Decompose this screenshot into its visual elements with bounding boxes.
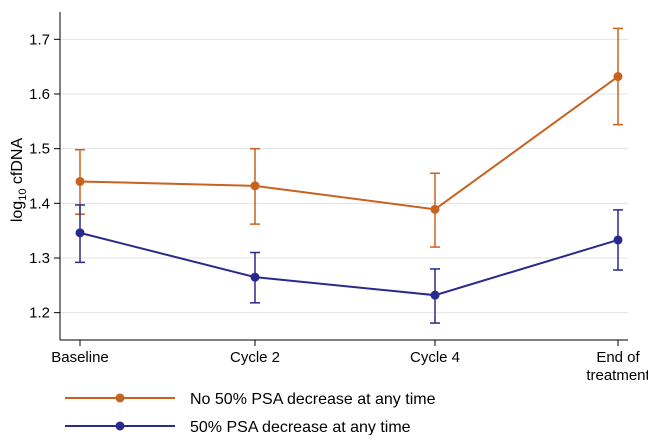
legend-item-2: 50% PSA decrease at any time (65, 419, 411, 435)
series-line (79, 75, 619, 211)
legend-marker (115, 421, 125, 431)
y-tick-label: 1.7 (29, 31, 50, 48)
y-tick-label: 1.6 (29, 86, 50, 103)
x-ticks: Baseline Cycle 2 Cycle 4 End of treatment (51, 340, 648, 384)
y-tick-label: 1.5 (29, 141, 50, 158)
x-tick-label-line: treatment (586, 367, 648, 384)
y-tick-label: 1.3 (29, 250, 50, 267)
y-tick-label: 1.4 (29, 195, 50, 212)
x-tick-label-line: Cycle 2 (230, 349, 280, 366)
data-point (430, 204, 440, 214)
series-1 (75, 27, 623, 248)
legend-item-1: No 50% PSA decrease at any time (65, 391, 436, 408)
axes (59, 12, 628, 341)
x-tick-label: Cycle 2 (230, 349, 280, 366)
data-point (613, 72, 623, 82)
y-axis-title-subscript: 10 (17, 189, 29, 201)
y-ticks: 1.2 1.3 1.4 1.5 1.6 1.7 (29, 31, 60, 322)
data-point (613, 235, 623, 245)
legend: No 50% PSA decrease at any time 50% PSA d… (65, 391, 436, 435)
x-tick-label-line: Baseline (51, 349, 109, 366)
data-point (430, 290, 440, 300)
y-axis-title: log10 cfDNA (9, 138, 29, 223)
series-2 (75, 204, 623, 324)
data-point (250, 181, 260, 191)
x-tick-label-line: Cycle 4 (410, 349, 460, 366)
data-point (75, 176, 85, 186)
data-point (75, 228, 85, 238)
series-line (79, 231, 619, 297)
x-tick-label-line: End of (596, 349, 640, 366)
legend-label: 50% PSA decrease at any time (190, 419, 411, 435)
x-tick-label: End of treatment (586, 349, 648, 384)
y-axis-title-rest: cfDNA (9, 138, 26, 189)
y-tick-label: 1.2 (29, 305, 50, 322)
legend-marker (115, 393, 125, 403)
legend-label: No 50% PSA decrease at any time (190, 391, 436, 408)
series-layer (75, 27, 623, 324)
x-tick-label: Baseline (51, 349, 109, 366)
gridlines (60, 38, 628, 314)
data-point (250, 272, 260, 282)
y-axis-title-main: log (9, 201, 26, 222)
x-tick-label: Cycle 4 (410, 349, 460, 366)
